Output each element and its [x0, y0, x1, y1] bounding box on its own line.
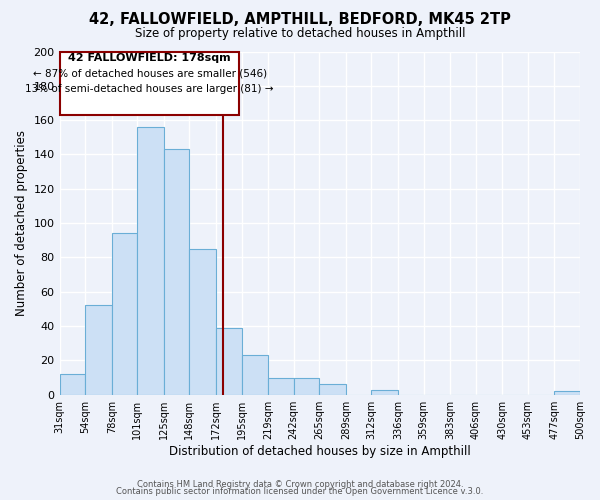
- Text: 42 FALLOWFIELD: 178sqm: 42 FALLOWFIELD: 178sqm: [68, 53, 231, 63]
- X-axis label: Distribution of detached houses by size in Ampthill: Distribution of detached houses by size …: [169, 444, 470, 458]
- Y-axis label: Number of detached properties: Number of detached properties: [15, 130, 28, 316]
- Text: Contains public sector information licensed under the Open Government Licence v.: Contains public sector information licen…: [116, 488, 484, 496]
- Bar: [216, 328, 242, 394]
- Bar: [137, 127, 164, 394]
- Bar: [371, 390, 398, 394]
- Text: 42, FALLOWFIELD, AMPTHILL, BEDFORD, MK45 2TP: 42, FALLOWFIELD, AMPTHILL, BEDFORD, MK45…: [89, 12, 511, 28]
- Bar: [268, 378, 293, 394]
- Bar: [164, 150, 190, 394]
- Bar: [554, 392, 580, 394]
- Bar: [190, 249, 216, 394]
- Text: 13% of semi-detached houses are larger (81) →: 13% of semi-detached houses are larger (…: [25, 84, 274, 94]
- Bar: [293, 378, 319, 394]
- Text: ← 87% of detached houses are smaller (546): ← 87% of detached houses are smaller (54…: [32, 68, 267, 78]
- Bar: [242, 355, 268, 395]
- Bar: [85, 306, 112, 394]
- Text: Size of property relative to detached houses in Ampthill: Size of property relative to detached ho…: [135, 28, 465, 40]
- Bar: [319, 384, 346, 394]
- FancyBboxPatch shape: [60, 52, 239, 115]
- Bar: [112, 234, 137, 394]
- Text: Contains HM Land Registry data © Crown copyright and database right 2024.: Contains HM Land Registry data © Crown c…: [137, 480, 463, 489]
- Bar: [59, 374, 85, 394]
